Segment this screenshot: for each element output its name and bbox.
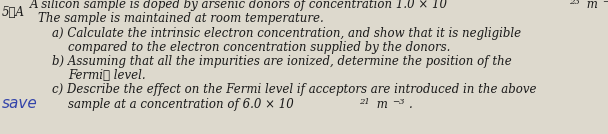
Text: 21: 21 xyxy=(359,98,370,106)
Text: b) Assuming that all the impurities are ionized, determine the position of the: b) Assuming that all the impurities are … xyxy=(52,55,512,68)
Text: sample at a concentration of 6.0 × 10: sample at a concentration of 6.0 × 10 xyxy=(68,98,294,111)
Text: save: save xyxy=(2,96,38,111)
Text: m: m xyxy=(373,98,388,111)
Text: −3: −3 xyxy=(603,0,608,6)
Text: 5✓A: 5✓A xyxy=(2,6,25,19)
Text: m: m xyxy=(583,0,598,11)
Text: Fermi∶ level.: Fermi∶ level. xyxy=(68,69,146,82)
Text: c) Describe the effect on the Fermi level if acceptors are introduced in the abo: c) Describe the effect on the Fermi leve… xyxy=(52,83,536,96)
Text: −3: −3 xyxy=(392,98,405,106)
Text: 23: 23 xyxy=(569,0,580,6)
Text: The sample is maintained at room temperature.: The sample is maintained at room tempera… xyxy=(38,12,323,25)
Text: A silicon sample is doped by arsenic donors of concentration 1.0 × 10: A silicon sample is doped by arsenic don… xyxy=(30,0,448,11)
Text: compared to the electron concentration supplied by the donors.: compared to the electron concentration s… xyxy=(68,41,451,54)
Text: .: . xyxy=(409,98,412,111)
Text: a) Calculate the intrinsic electron concentration, and show that it is negligibl: a) Calculate the intrinsic electron conc… xyxy=(52,27,521,40)
